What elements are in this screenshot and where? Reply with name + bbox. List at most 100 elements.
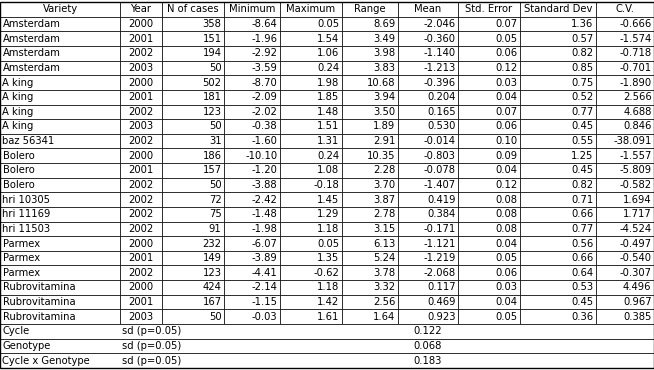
Bar (120, 31, 162, 46)
Text: 2.78: 2.78 (373, 209, 396, 219)
Bar (224, 148, 280, 163)
Bar (342, 192, 398, 207)
Bar (0, 61, 120, 75)
Text: -1.407: -1.407 (423, 180, 455, 190)
Bar (280, 17, 342, 31)
Bar (224, 90, 280, 104)
Bar (520, 222, 596, 236)
Bar (520, 134, 596, 148)
Bar (520, 119, 596, 134)
Bar (0, 192, 120, 207)
Bar (596, 119, 654, 134)
Bar (120, 178, 162, 192)
Text: 0.967: 0.967 (623, 297, 651, 307)
Text: 91: 91 (209, 224, 222, 234)
Bar (342, 236, 398, 251)
Bar (280, 119, 342, 134)
Text: -1.20: -1.20 (252, 165, 277, 175)
Bar (120, 61, 162, 75)
Bar (224, 104, 280, 119)
Bar (224, 222, 280, 236)
Bar (458, 295, 520, 309)
Bar (224, 207, 280, 222)
Bar (398, 192, 458, 207)
Bar (520, 31, 596, 46)
Text: 2003: 2003 (128, 312, 154, 322)
Bar (120, 266, 162, 280)
Text: 0.66: 0.66 (571, 253, 593, 263)
Text: 0.04: 0.04 (496, 297, 517, 307)
Bar (596, 75, 654, 90)
Text: 167: 167 (202, 297, 222, 307)
Bar (280, 134, 342, 148)
Bar (520, 90, 596, 104)
Bar (398, 104, 458, 119)
Text: 0.204: 0.204 (427, 92, 455, 102)
Text: Parmex: Parmex (3, 268, 40, 278)
Text: 3.32: 3.32 (373, 282, 396, 292)
Text: 502: 502 (203, 78, 222, 88)
Bar (280, 46, 342, 61)
Bar (162, 280, 224, 295)
Bar (120, 134, 162, 148)
Text: 3.49: 3.49 (373, 34, 396, 44)
Bar (162, 207, 224, 222)
Text: -0.803: -0.803 (424, 151, 455, 161)
Text: 0.45: 0.45 (572, 165, 593, 175)
Bar (596, 31, 654, 46)
Bar (224, 178, 280, 192)
Text: 0.24: 0.24 (317, 151, 339, 161)
Text: 1.64: 1.64 (373, 312, 396, 322)
Bar (120, 104, 162, 119)
Text: 2002: 2002 (128, 136, 154, 146)
Bar (520, 61, 596, 75)
Text: 50: 50 (209, 312, 222, 322)
Text: sd (p=0.05): sd (p=0.05) (122, 326, 182, 336)
Bar (342, 222, 398, 236)
Text: 0.82: 0.82 (572, 48, 593, 58)
Text: -1.121: -1.121 (423, 239, 455, 249)
Text: -1.15: -1.15 (252, 297, 277, 307)
Text: 0.122: 0.122 (414, 326, 442, 336)
Bar (120, 148, 162, 163)
Bar (120, 46, 162, 61)
Text: -2.42: -2.42 (252, 195, 277, 205)
Text: Parmex: Parmex (3, 239, 40, 249)
Text: 3.98: 3.98 (373, 48, 396, 58)
Bar (224, 17, 280, 31)
Bar (520, 295, 596, 309)
Text: Amsterdam: Amsterdam (3, 19, 60, 29)
Text: baz 56341: baz 56341 (3, 136, 55, 146)
Bar (342, 2, 398, 17)
Text: 0.07: 0.07 (495, 107, 517, 117)
Bar (224, 192, 280, 207)
Text: -2.068: -2.068 (423, 268, 455, 278)
Text: 2002: 2002 (128, 48, 154, 58)
Text: 1.98: 1.98 (317, 78, 339, 88)
Text: -1.890: -1.890 (619, 78, 651, 88)
Bar (280, 295, 342, 309)
Text: 1.61: 1.61 (317, 312, 339, 322)
Text: 2002: 2002 (128, 180, 154, 190)
Text: 0.117: 0.117 (427, 282, 455, 292)
Bar (596, 207, 654, 222)
Bar (120, 295, 162, 309)
Bar (596, 148, 654, 163)
Text: -2.09: -2.09 (252, 92, 277, 102)
Text: 0.10: 0.10 (495, 136, 517, 146)
Text: 2003: 2003 (128, 121, 154, 131)
Bar (458, 75, 520, 90)
Text: Amsterdam: Amsterdam (3, 48, 60, 58)
Bar (458, 2, 520, 17)
Text: Amsterdam: Amsterdam (3, 34, 60, 44)
Text: C.V.: C.V. (615, 4, 634, 14)
Text: Rubrovitamina: Rubrovitamina (3, 282, 75, 292)
Text: 2001: 2001 (128, 92, 154, 102)
Text: -1.219: -1.219 (423, 253, 455, 263)
Text: 2.91: 2.91 (373, 136, 396, 146)
Text: 0.06: 0.06 (495, 48, 517, 58)
Text: 1.08: 1.08 (317, 165, 339, 175)
Bar (224, 46, 280, 61)
Bar (0, 163, 120, 178)
Text: 2002: 2002 (128, 268, 154, 278)
